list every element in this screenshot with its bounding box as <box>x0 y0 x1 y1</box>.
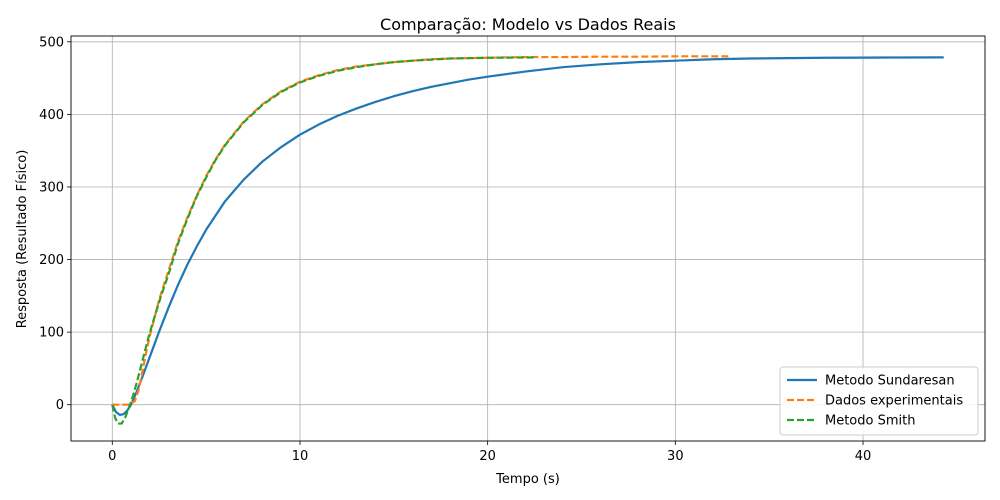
grid-lines <box>71 36 985 441</box>
y-axis-label: Resposta (Resultado Físico) <box>15 150 30 329</box>
y-tick-label: 500 <box>39 35 64 50</box>
x-tick-label: 30 <box>667 449 684 464</box>
legend-box <box>779 366 979 436</box>
plot-area-frame <box>70 35 986 442</box>
y-tick-label: 0 <box>56 398 64 413</box>
legend: Metodo Sundaresan Dados experimentais Meto… <box>779 366 979 436</box>
y-tick-label: 400 <box>39 108 64 123</box>
y-tick-label: 300 <box>39 180 64 195</box>
series-layer <box>111 55 944 425</box>
x-tick-label: 20 <box>479 449 496 464</box>
x-axis-label: Tempo (s) <box>495 472 560 487</box>
legend-label: Dados experimentais <box>825 394 963 409</box>
x-tick-label: 0 <box>108 449 116 464</box>
y-tick-label: 200 <box>39 253 64 268</box>
legend-label: Metodo Smith <box>825 414 915 429</box>
series-line-metodo-smith <box>111 56 535 425</box>
x-tick-label: 40 <box>855 449 872 464</box>
y-tick-label: 100 <box>39 326 64 341</box>
chart-title: Comparação: Modelo vs Dados Reais <box>380 15 676 34</box>
x-tick-label: 10 <box>292 449 309 464</box>
legend-label: Metodo Sundaresan <box>825 374 955 389</box>
